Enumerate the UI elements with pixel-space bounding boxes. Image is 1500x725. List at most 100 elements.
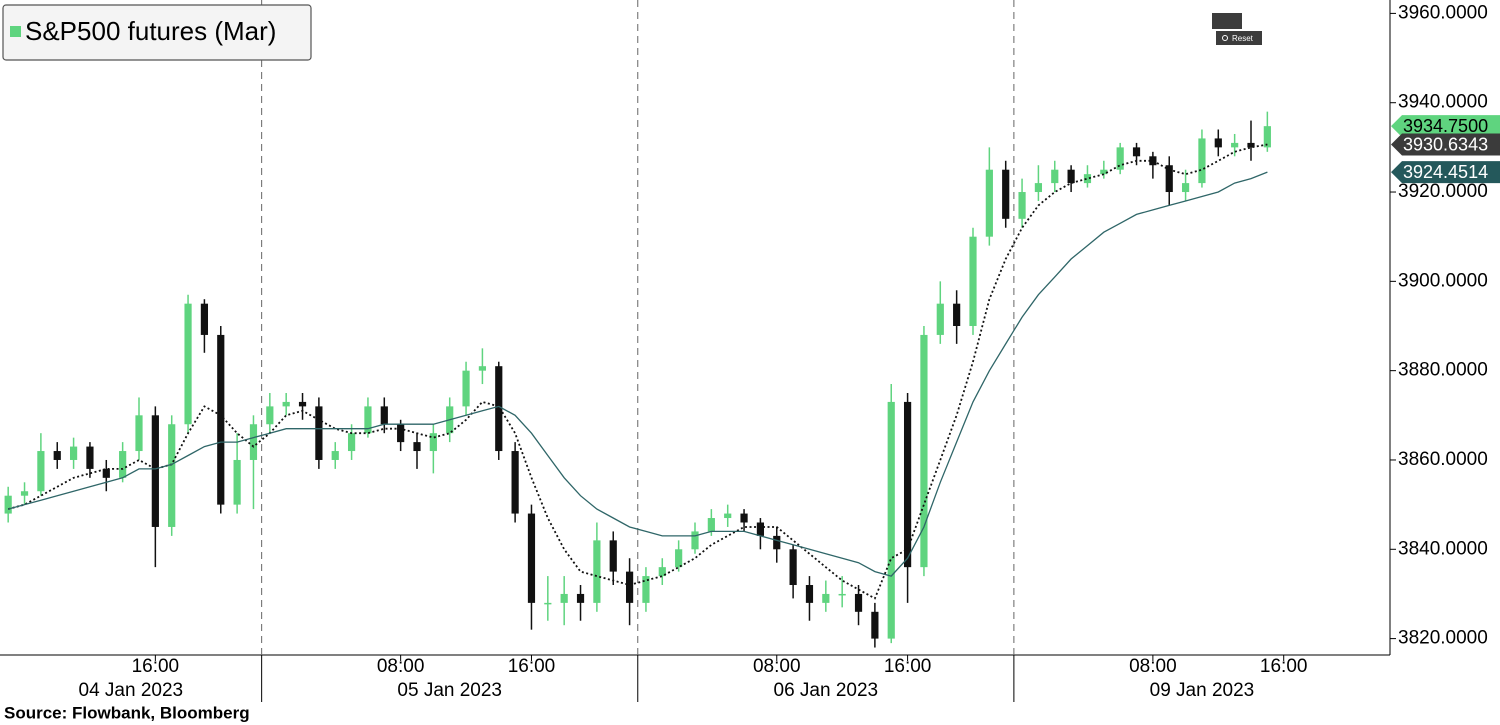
candle-body [135, 415, 143, 452]
y-tick-label: 3880.0000 [1398, 360, 1488, 381]
candle-body [233, 459, 241, 505]
x-tick-label: 16:00 [884, 656, 932, 677]
x-tick-label: 08:00 [377, 656, 425, 677]
candle-body [691, 531, 699, 550]
candle-body [560, 593, 568, 603]
candle-body [903, 401, 912, 568]
candle-body [1263, 126, 1271, 148]
y-tick-label: 3860.0000 [1398, 449, 1488, 470]
candle-body [871, 611, 879, 639]
candle-body [854, 593, 863, 612]
candle-body [1132, 147, 1141, 157]
y-tick-label: 3960.0000 [1398, 2, 1488, 23]
last-value-tag [1391, 115, 1500, 138]
day-label: 06 Jan 2023 [774, 680, 879, 701]
candle-body [675, 549, 683, 568]
legend-box [2, 4, 312, 61]
reset-button[interactable]: Reset [1216, 31, 1262, 45]
candle-body [625, 571, 634, 603]
chart-toolbar: Reset [1212, 13, 1262, 45]
candle-body [1198, 138, 1206, 184]
candle-body [887, 401, 895, 639]
candle-body [969, 236, 977, 326]
last-value-tag [1391, 161, 1500, 184]
day-label: 04 Jan 2023 [79, 680, 184, 701]
last-value-label: 3930.6343 [1403, 134, 1488, 154]
candle-body [69, 446, 78, 460]
legend-swatch [10, 26, 21, 37]
candle-body [102, 468, 110, 478]
candle-body [1149, 156, 1157, 166]
candle-body [658, 567, 666, 577]
last-value-label: 3924.4514 [1403, 162, 1488, 182]
candle-body [1116, 147, 1124, 170]
candle-body [642, 576, 650, 603]
last-value-tag [1391, 133, 1500, 156]
candle-body [789, 549, 797, 586]
y-tick-label: 3840.0000 [1398, 538, 1488, 559]
candle-body [1067, 169, 1075, 184]
candle-body [266, 406, 274, 425]
candle-body [576, 593, 585, 603]
candle-body [1165, 165, 1173, 193]
day-label: 09 Jan 2023 [1150, 680, 1255, 701]
candle-body [1181, 183, 1190, 193]
candle-body [4, 495, 12, 514]
candle-body [37, 451, 45, 492]
candle-body [478, 366, 487, 371]
candle-body [511, 451, 519, 514]
chart-type-button[interactable] [1212, 13, 1242, 29]
candle-body [1051, 169, 1059, 184]
candle-body [347, 433, 356, 452]
candle-body [740, 513, 748, 523]
candle-body [413, 442, 421, 452]
candle-body [20, 491, 29, 496]
candle-body [985, 169, 993, 237]
candle-body [429, 433, 437, 452]
moving-average-line [8, 171, 1268, 577]
x-tick-label: 16:00 [1260, 656, 1308, 677]
candle-body [397, 424, 405, 443]
candle-body [953, 303, 961, 326]
candle-body [936, 303, 944, 335]
candle-body [1214, 138, 1222, 148]
candle-body [168, 424, 176, 527]
candle-body [838, 593, 846, 596]
candle-body [544, 602, 552, 605]
candle-body [805, 585, 814, 603]
candle-body [151, 415, 159, 527]
last-value-label: 3934.7500 [1403, 116, 1488, 136]
x-tick-label: 16:00 [508, 656, 556, 677]
candle-body [380, 406, 388, 425]
candle-body [53, 451, 61, 460]
candle-body [1018, 192, 1026, 219]
x-tick-label: 08:00 [1129, 656, 1177, 677]
day-label: 05 Jan 2023 [397, 680, 502, 701]
candle-body [724, 513, 732, 519]
candle-body [822, 593, 830, 603]
candle-body [1083, 174, 1092, 184]
candle-body [1247, 142, 1255, 148]
candle-body [200, 303, 209, 335]
source-note: Source: Flowbank, Bloomberg [4, 703, 250, 722]
candle-body [1002, 169, 1010, 219]
candle-body [495, 366, 503, 452]
candle-body [527, 513, 536, 603]
x-tick-label: 16:00 [132, 656, 180, 677]
candle-body [920, 334, 928, 568]
candle-body [609, 540, 617, 572]
candle-body [86, 446, 94, 469]
candle-body [593, 540, 601, 603]
candle-body [1100, 169, 1108, 175]
candle-body [756, 522, 765, 536]
candle-body [1231, 142, 1239, 148]
x-tick-label: 08:00 [753, 656, 801, 677]
y-tick-label: 3820.0000 [1398, 628, 1488, 649]
candle-body [462, 370, 470, 407]
candle-body [249, 424, 258, 460]
candle-body [331, 451, 339, 460]
y-tick-label: 3920.0000 [1398, 181, 1488, 202]
candle-body [282, 401, 290, 407]
candle-body [1034, 183, 1043, 193]
